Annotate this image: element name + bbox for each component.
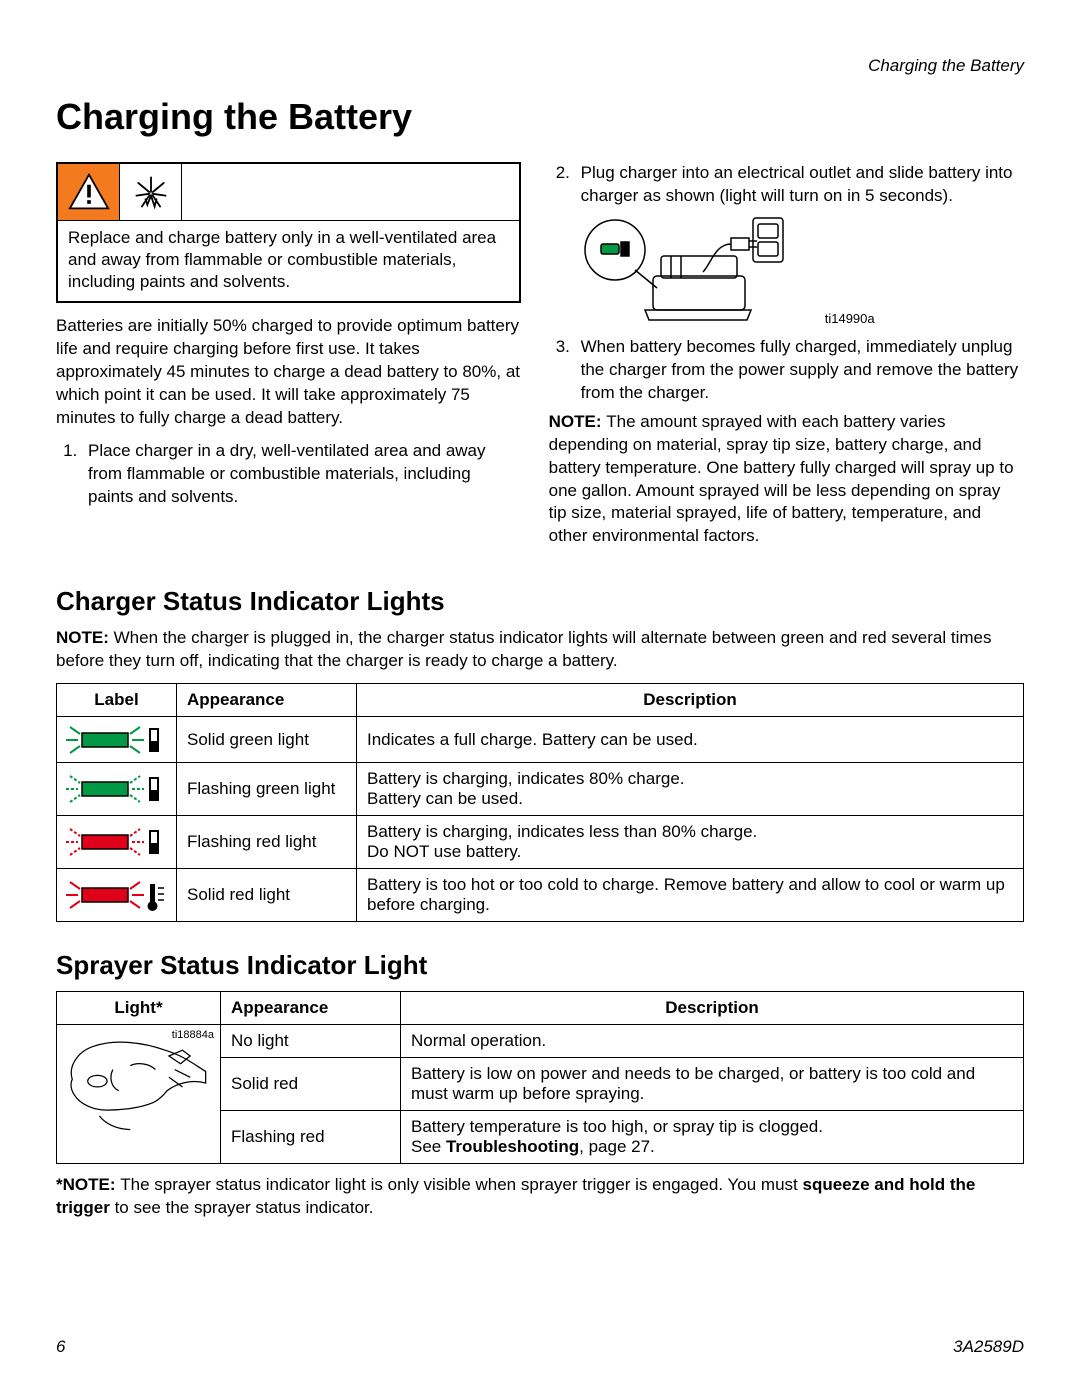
page-title: Charging the Battery (56, 96, 1024, 138)
status-light-icon (57, 717, 177, 763)
note-body: The amount sprayed with each battery var… (549, 412, 1014, 546)
status-light-icon (57, 816, 177, 869)
col-appearance: Appearance (221, 992, 401, 1025)
running-header: Charging the Battery (868, 56, 1024, 76)
col-label: Label (57, 684, 177, 717)
page-number: 6 (56, 1337, 65, 1357)
description-cell: Battery is charging, indicates less than… (357, 816, 1024, 869)
note-label: *NOTE: (56, 1175, 120, 1194)
right-column: Plug charger into an electrical outlet a… (549, 162, 1023, 558)
table-row: ti18884a No lightNormal operation. (57, 1025, 1024, 1058)
warning-box: Replace and charge battery only in a wel… (56, 162, 521, 303)
sprayer-footnote: *NOTE: The sprayer status indicator ligh… (56, 1174, 1024, 1220)
step-3: When battery becomes fully charged, imme… (575, 336, 1023, 405)
table-row: Flashing green lightBattery is charging,… (57, 763, 1024, 816)
note-label: NOTE: (549, 412, 607, 431)
table-header-row: Light* Appearance Description (57, 992, 1024, 1025)
document-code: 3A2589D (953, 1337, 1024, 1357)
step-1: Place charger in a dry, well-ventilated … (82, 440, 521, 509)
description-cell: Battery is charging, indicates 80% charg… (357, 763, 1024, 816)
warning-icons-row (58, 164, 519, 221)
sprayer-figure-cell: ti18884a (57, 1025, 221, 1164)
appearance-cell: Flashing red light (177, 816, 357, 869)
figure-label: ti14990a (825, 311, 875, 326)
sprayer-status-table: Light* Appearance Description ti18884a No… (56, 991, 1024, 1164)
figure-label: ti18884a (172, 1029, 214, 1041)
description-cell: Battery is low on power and needs to be … (401, 1058, 1024, 1111)
table-row: Solid green lightIndicates a full charge… (57, 717, 1024, 763)
table-header-row: Label Appearance Description (57, 684, 1024, 717)
step-2: Plug charger into an electrical outlet a… (575, 162, 1023, 208)
appearance-cell: Solid red light (177, 869, 357, 922)
steps-right: Plug charger into an electrical outlet a… (549, 162, 1023, 208)
appearance-cell: Solid green light (177, 717, 357, 763)
sprayer-icon (59, 1027, 217, 1143)
col-appearance: Appearance (177, 684, 357, 717)
sprayer-status-heading: Sprayer Status Indicator Light (56, 950, 1024, 981)
col-light: Light* (57, 992, 221, 1025)
status-light-icon (57, 869, 177, 922)
appearance-cell: Flashing green light (177, 763, 357, 816)
steps-left: Place charger in a dry, well-ventilated … (56, 440, 521, 509)
charger-figure: ti14990a (575, 214, 815, 330)
warning-triangle-icon (58, 164, 120, 220)
page-footer: 6 3A2589D (56, 1337, 1024, 1357)
explosion-hazard-icon (120, 164, 182, 220)
col-description: Description (401, 992, 1024, 1025)
steps-right-2: When battery becomes fully charged, imme… (549, 336, 1023, 405)
intro-paragraph: Batteries are initially 50% charged to p… (56, 315, 521, 430)
col-description: Description (357, 684, 1024, 717)
table-row: Flashing red lightBattery is charging, i… (57, 816, 1024, 869)
description-cell: Battery is too hot or too cold to charge… (357, 869, 1024, 922)
two-column-layout: Replace and charge battery only in a wel… (56, 162, 1024, 558)
note-paragraph-1: NOTE: The amount sprayed with each batte… (549, 411, 1023, 549)
description-cell: Battery temperature is too high, or spra… (401, 1111, 1024, 1164)
charger-status-table: Label Appearance Description Solid green… (56, 683, 1024, 922)
document-page: Charging the Battery Charging the Batter… (0, 0, 1080, 1397)
left-column: Replace and charge battery only in a wel… (56, 162, 521, 558)
appearance-cell: Solid red (221, 1058, 401, 1111)
appearance-cell: Flashing red (221, 1111, 401, 1164)
note-body: When the charger is plugged in, the char… (56, 628, 991, 670)
charger-note: NOTE: When the charger is plugged in, th… (56, 627, 1024, 673)
warning-text: Replace and charge battery only in a wel… (58, 221, 519, 301)
appearance-cell: No light (221, 1025, 401, 1058)
status-light-icon (57, 763, 177, 816)
description-cell: Normal operation. (401, 1025, 1024, 1058)
description-cell: Indicates a full charge. Battery can be … (357, 717, 1024, 763)
table-row: Solid red lightBattery is too hot or too… (57, 869, 1024, 922)
note-label: NOTE: (56, 628, 114, 647)
charger-status-heading: Charger Status Indicator Lights (56, 586, 1024, 617)
